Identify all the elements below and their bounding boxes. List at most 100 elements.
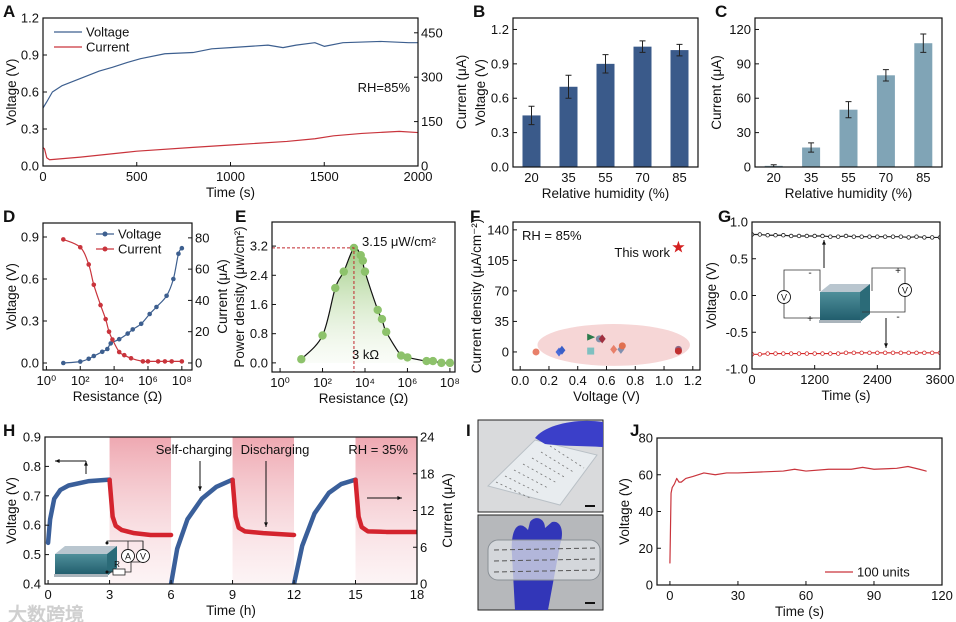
y2-axis-label: Current (μA) xyxy=(440,473,455,548)
data-point xyxy=(914,234,919,239)
y-tick-label: 0.3 xyxy=(491,125,509,140)
x-tick-label: 15 xyxy=(348,587,362,602)
x-tick-label: 0.0 xyxy=(511,373,529,388)
x-tick-label: 0 xyxy=(44,587,51,602)
data-point xyxy=(91,282,97,288)
data-point xyxy=(396,351,406,360)
data-point xyxy=(851,350,857,356)
y-tick-label: 0 xyxy=(502,344,509,359)
discharge-shading xyxy=(232,437,295,584)
data-point xyxy=(788,351,794,356)
arrow-stem-head xyxy=(84,461,88,466)
plot-area xyxy=(669,465,927,564)
data-point xyxy=(147,311,152,317)
data-point xyxy=(105,346,110,352)
data-point xyxy=(103,316,108,322)
panel-letter: J xyxy=(630,421,639,440)
device-base xyxy=(819,320,861,323)
voltmeter-icon-label: V xyxy=(781,293,787,303)
bar xyxy=(559,86,578,167)
y-tick-label: 80 xyxy=(639,431,653,446)
x-tick-label: 55 xyxy=(841,170,855,185)
panel-b: B 20 35 55 70 85 0.0 0.3 0.6 0.9 1.2 Relative humid… xyxy=(473,2,699,201)
data-point xyxy=(851,234,857,239)
arrow-down-icon-head xyxy=(264,522,268,527)
x-tick-label: 120 xyxy=(931,588,953,603)
y2-tick-label: 18 xyxy=(420,466,434,481)
y2-tick-label: 0 xyxy=(421,159,428,174)
x-tick-label: 90 xyxy=(867,588,881,603)
arrow-down-icon-head xyxy=(884,343,888,348)
data-point xyxy=(179,245,185,251)
scale-bar xyxy=(585,505,595,507)
series-line-100-units xyxy=(669,465,927,564)
data-point xyxy=(77,359,83,364)
minus-sign: - xyxy=(808,268,811,279)
y-tick-label: 0.3 xyxy=(21,314,39,329)
panel-letter: A xyxy=(3,2,15,21)
data-point xyxy=(757,352,763,357)
y2-tick-label: 0 xyxy=(420,577,427,592)
panel-a: A 0 500 1000 1500 2000 0.0 0.3 0.6 0.9 1.2 0 150 300 4… xyxy=(3,2,469,200)
panel-letter: I xyxy=(466,421,471,440)
x-tick-label: 1500 xyxy=(310,169,339,184)
y2-axis-label: Current (μA) xyxy=(215,259,230,334)
ammeter-icon xyxy=(121,549,135,563)
y2-tick-label: 80 xyxy=(195,230,209,245)
device-top xyxy=(820,284,870,292)
data-point xyxy=(859,234,864,239)
plus-sign: + xyxy=(895,266,901,277)
data-point xyxy=(765,233,770,238)
x-tick-label: 6 xyxy=(167,587,174,602)
y-tick-label: 0.3 xyxy=(21,122,39,137)
data-point xyxy=(835,351,841,356)
panel-j: J 0 30 60 90 120 0 20 40 60 80 Time (s) Voltage (V) 1… xyxy=(617,421,953,619)
data-point xyxy=(773,233,778,238)
data-point xyxy=(116,349,122,355)
bar xyxy=(596,63,615,167)
data-point xyxy=(875,234,880,239)
y-tick-label: 0.9 xyxy=(21,48,39,63)
x-tick-label: 9 xyxy=(229,587,236,602)
plot-frame xyxy=(656,437,943,586)
y-axis-label: Power density (μw/cm²) xyxy=(232,226,247,367)
data-point xyxy=(145,359,151,364)
x-tick-label: 20 xyxy=(766,170,780,185)
x-tick-label: 0.4 xyxy=(569,373,587,388)
data-point xyxy=(318,331,327,340)
y-tick-label: 120 xyxy=(729,22,751,37)
data-point xyxy=(373,305,382,315)
x-tick-label: 3 xyxy=(106,587,113,602)
data-point xyxy=(867,350,872,356)
plot-area xyxy=(522,40,689,167)
device-base xyxy=(54,574,108,577)
data-point xyxy=(906,350,911,356)
x-tick-label: 35 xyxy=(804,170,818,185)
voltmeter-icon-label: V xyxy=(140,552,146,562)
x-tick-label: 18 xyxy=(410,587,424,602)
peak-guide-lines xyxy=(272,247,355,372)
data-point xyxy=(820,351,825,356)
x-tick-label: 10⁶ xyxy=(138,373,158,388)
plot-area xyxy=(752,232,940,357)
error-bar xyxy=(565,74,572,99)
data-point xyxy=(906,235,911,240)
y-tick-label: 20 xyxy=(639,541,653,556)
panel-c: C 20 35 55 70 85 0 30 60 90 120 Relative humidity (… xyxy=(709,2,943,201)
y2-tick-label: 24 xyxy=(420,430,434,445)
bar xyxy=(522,115,541,167)
y2-axis-label: Current (μA) xyxy=(454,55,469,130)
plot-frame xyxy=(754,17,943,168)
series-line-voltage xyxy=(43,40,418,109)
y-tick-label: 35 xyxy=(495,314,509,329)
voltmeter-icon xyxy=(136,549,150,563)
x-tick-label: 20 xyxy=(524,170,538,185)
y-tick-label: 60 xyxy=(737,91,751,106)
x-tick-label: 60 xyxy=(799,588,813,603)
x-tick-label: 1000 xyxy=(216,169,245,184)
data-point xyxy=(121,352,127,358)
data-point xyxy=(428,356,438,366)
x-axis-label: Time (s) xyxy=(822,388,871,403)
panel-h: H 0 3 6 9 12 15 18 0.4 0.5 0.6 0.7 0.8 0.9 0 6 12 18 24 Tim… xyxy=(3,421,455,618)
data-point xyxy=(128,355,134,361)
